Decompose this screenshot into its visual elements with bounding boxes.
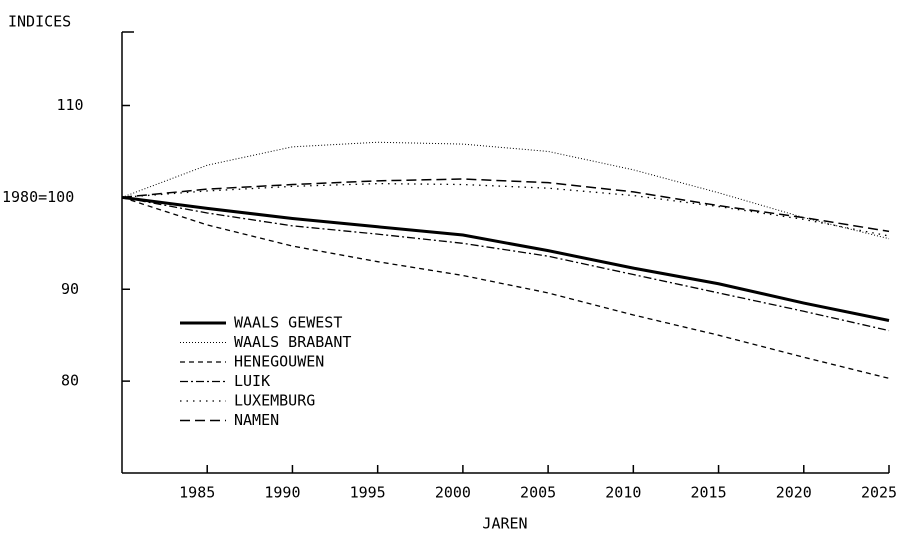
series-line [121,195,890,322]
legend-label: NAMEN [234,411,279,429]
legend-label: WAALS GEWEST [234,314,342,332]
series-line [121,178,890,233]
x-axis-label: JAREN [482,515,527,533]
x-tick-label: 2010 [605,484,641,502]
x-tick-label: 1995 [350,484,386,502]
y-tick-label: 80 [61,372,79,390]
y-axis-label: INDICES [8,13,71,31]
series-line [121,141,890,240]
legend-label: LUXEMBURG [234,392,315,410]
x-tick-label: 1985 [179,484,215,502]
x-tick-label: 2005 [520,484,556,502]
x-tick-label: 1990 [264,484,300,502]
series-line [121,182,890,237]
series-line [121,196,890,332]
x-tick-label: 2025 [861,484,897,502]
x-tick-label: 2020 [776,484,812,502]
y-tick-label: 110 [56,96,83,114]
legend-label: HENEGOUWEN [234,353,324,371]
x-tick-label: 2000 [435,484,471,502]
series-line [121,196,890,379]
legend-label: WAALS BRABANT [234,333,351,351]
y-tick-label: 90 [61,280,79,298]
legend-label: LUIK [234,372,270,390]
y-tick-label: 1980=100 [2,188,74,206]
x-tick-label: 2015 [690,484,726,502]
